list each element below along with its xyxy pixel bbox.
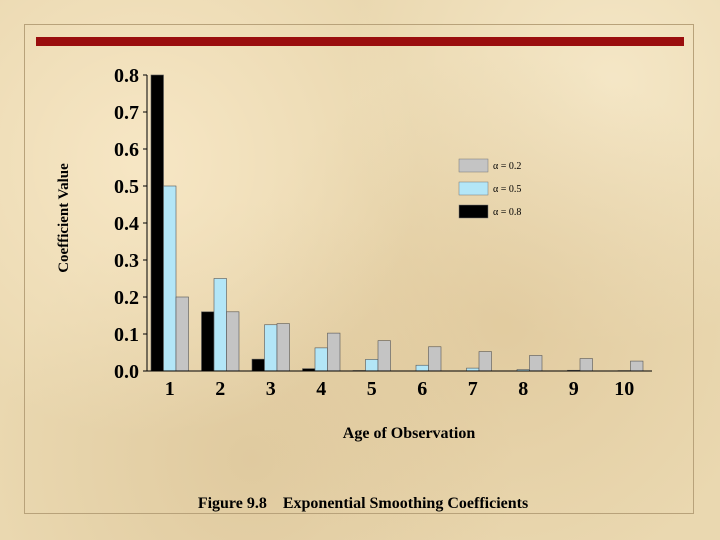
bar-alpha-0-2 — [428, 346, 442, 372]
y-tick-label: 0.5 — [114, 176, 139, 198]
bar-alpha-0-5 — [163, 185, 177, 372]
y-tick-label: 0.8 — [114, 65, 139, 87]
bar-alpha-0-5 — [365, 359, 379, 372]
bar-alpha-0-5 — [415, 364, 429, 372]
bar-alpha-0-5 — [314, 347, 328, 372]
bar-alpha-0-2 — [630, 360, 644, 372]
slide-frame — [24, 24, 694, 514]
bar-alpha-0-2 — [478, 351, 492, 372]
legend-label: α = 0.2 — [493, 161, 521, 172]
y-tick-label: 0.1 — [114, 324, 139, 346]
x-tick-label: 10 — [614, 378, 634, 400]
x-tick-labels: 1 2 3 4 5 6 7 8 9 10 — [165, 378, 635, 400]
x-tick-label: 1 — [165, 378, 175, 400]
y-tick-label: 0.2 — [114, 287, 139, 309]
y-tick-label: 0.3 — [114, 250, 139, 272]
bar-alpha-0-5 — [264, 324, 278, 372]
legend-label: α = 0.8 — [493, 207, 521, 218]
bar-alpha-0-8 — [150, 74, 164, 372]
y-tick-label: 0.7 — [114, 102, 139, 124]
x-tick-label: 2 — [215, 378, 225, 400]
x-tick-label: 9 — [569, 378, 579, 400]
bar-alpha-0-2 — [377, 340, 391, 372]
figure-caption: Figure 9.8 Exponential Smoothing Coeffic… — [198, 495, 528, 512]
bars-layer — [150, 74, 644, 372]
bar-alpha-0-2 — [226, 311, 240, 372]
bar-alpha-0-8 — [251, 358, 265, 372]
legend-swatch — [458, 158, 489, 173]
bar-alpha-0-2 — [276, 323, 290, 372]
y-axis-label: Coefficient Value — [56, 163, 72, 273]
y-tick-labels: 0.0 0.1 0.2 0.3 0.4 0.5 0.6 0.7 0.8 — [114, 65, 147, 383]
x-axis-label: Age of Observation — [343, 425, 476, 442]
bar-alpha-0-2 — [579, 358, 593, 372]
x-tick-label: 6 — [417, 378, 427, 400]
x-tick-label: 5 — [367, 378, 377, 400]
legend: α = 0.2 α = 0.5 α = 0.8 — [458, 158, 521, 219]
x-tick-label: 3 — [266, 378, 276, 400]
bar-alpha-0-5 — [213, 278, 227, 372]
bar-alpha-0-2 — [529, 355, 543, 372]
legend-swatch — [458, 181, 489, 196]
bar-alpha-0-2 — [175, 296, 189, 372]
legend-swatch — [458, 204, 489, 219]
x-tick-label: 4 — [316, 378, 326, 400]
legend-label: α = 0.5 — [493, 184, 521, 195]
x-tick-label: 8 — [518, 378, 528, 400]
accent-bar — [36, 37, 684, 46]
bar-alpha-0-8 — [201, 311, 215, 372]
y-tick-label: 0.4 — [114, 213, 139, 235]
x-tick-label: 7 — [468, 378, 478, 400]
y-tick-label: 0.0 — [114, 361, 139, 383]
y-tick-label: 0.6 — [114, 139, 139, 161]
bar-alpha-0-2 — [327, 332, 341, 372]
